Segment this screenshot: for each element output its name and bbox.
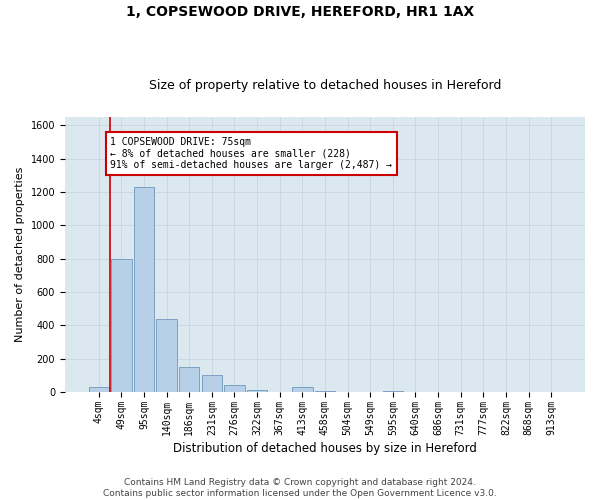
Bar xyxy=(157,318,177,392)
Bar xyxy=(134,187,154,392)
Text: 1 COPSEWOOD DRIVE: 75sqm
← 8% of detached houses are smaller (228)
91% of semi-d: 1 COPSEWOOD DRIVE: 75sqm ← 8% of detache… xyxy=(110,137,392,170)
Bar xyxy=(89,387,109,392)
Text: 1, COPSEWOOD DRIVE, HEREFORD, HR1 1AX: 1, COPSEWOOD DRIVE, HEREFORD, HR1 1AX xyxy=(126,5,474,19)
Bar xyxy=(179,367,199,392)
Bar xyxy=(224,386,245,392)
Y-axis label: Number of detached properties: Number of detached properties xyxy=(15,167,25,342)
X-axis label: Distribution of detached houses by size in Hereford: Distribution of detached houses by size … xyxy=(173,442,477,455)
Title: Size of property relative to detached houses in Hereford: Size of property relative to detached ho… xyxy=(149,79,501,92)
Bar xyxy=(247,390,267,392)
Bar xyxy=(292,387,313,392)
Bar xyxy=(111,258,131,392)
Text: Contains HM Land Registry data © Crown copyright and database right 2024.
Contai: Contains HM Land Registry data © Crown c… xyxy=(103,478,497,498)
Bar xyxy=(202,376,222,392)
